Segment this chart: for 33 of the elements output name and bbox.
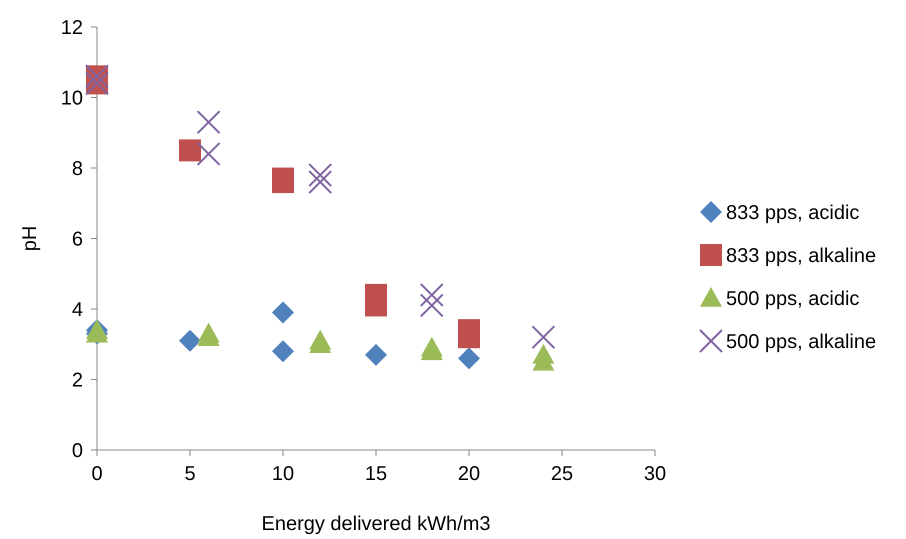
point	[196, 110, 221, 134]
point	[308, 163, 332, 188]
legend-label: 833 pps, acidic	[726, 202, 860, 224]
point	[420, 282, 444, 307]
x-tick-label: 5	[184, 463, 196, 485]
legend-label: 833 pps, alkaline	[726, 245, 876, 267]
legend-label: 500 pps, acidic	[726, 288, 860, 310]
point	[179, 139, 201, 162]
point	[365, 344, 387, 366]
x-tick-label: 20	[458, 463, 480, 485]
x-axis-title: Energy delivered kWh/m3	[262, 513, 490, 535]
point	[458, 347, 480, 370]
x-tick-label: 0	[91, 463, 103, 485]
y-tick-label: 8	[72, 158, 83, 180]
x-tick-label: 15	[364, 463, 388, 485]
x-tick-label: 25	[550, 463, 574, 485]
x-tick-label: 30	[644, 463, 666, 485]
legend-label: 500 pps, alkaline	[726, 331, 876, 353]
y-tick-label: 10	[60, 88, 83, 110]
y-tick-label: 0	[72, 440, 83, 462]
x-tick-label: 10	[272, 463, 294, 485]
y-tick-label: 2	[72, 370, 83, 392]
point	[272, 340, 294, 362]
y-tick-label: 6	[72, 228, 83, 250]
point	[179, 330, 201, 352]
y-tick-label: 12	[60, 17, 83, 39]
y-tick-label: 4	[72, 299, 83, 321]
y-axis-title: pH	[19, 226, 41, 252]
point	[308, 170, 332, 194]
point	[196, 142, 221, 166]
point	[420, 293, 444, 318]
point	[531, 325, 556, 350]
point	[272, 302, 294, 324]
